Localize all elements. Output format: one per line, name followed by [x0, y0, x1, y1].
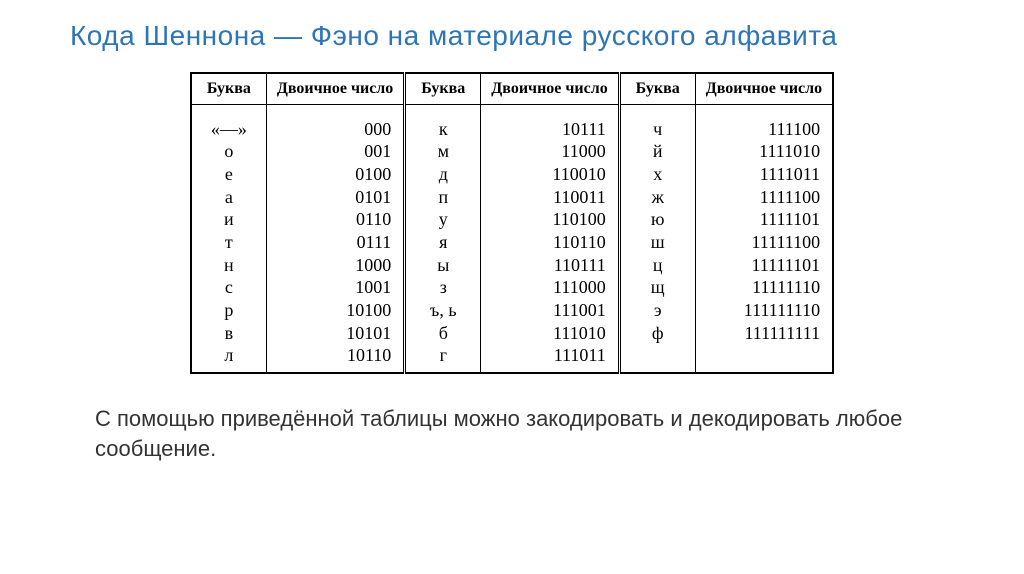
code-cell: 1111010: [695, 140, 833, 163]
code-cell: 000: [266, 104, 404, 140]
code-cell: 110010: [481, 163, 619, 186]
code-cell: 111010: [481, 322, 619, 345]
table-body: «—»000к10111ч111100о001м11000й1111010е01…: [191, 104, 833, 373]
code-cell: 111111110: [695, 299, 833, 322]
letter-cell: з: [405, 276, 481, 299]
letter-cell: р: [191, 299, 267, 322]
code-cell: 11111100: [695, 231, 833, 254]
letter-cell: д: [405, 163, 481, 186]
table-header-row: Буква Двоичное число Буква Двоичное числ…: [191, 73, 833, 104]
table-row: о001м11000й1111010: [191, 140, 833, 163]
code-cell: 11111110: [695, 276, 833, 299]
code-cell: 0110: [266, 208, 404, 231]
code-cell: 10100: [266, 299, 404, 322]
letter-cell: у: [405, 208, 481, 231]
letter-cell: ю: [619, 208, 695, 231]
col-letter-2: Буква: [405, 73, 481, 104]
letter-cell: «—»: [191, 104, 267, 140]
letter-cell: б: [405, 322, 481, 345]
letter-cell: ц: [619, 254, 695, 277]
letter-cell: ш: [619, 231, 695, 254]
letter-cell: ч: [619, 104, 695, 140]
code-cell: 1000: [266, 254, 404, 277]
table-row: «—»000к10111ч111100: [191, 104, 833, 140]
letter-cell: [619, 344, 695, 373]
code-cell: 111111111: [695, 322, 833, 345]
col-code-1: Двоичное число: [266, 73, 404, 104]
caption-text: С помощью приведённой таблицы можно зако…: [0, 389, 1024, 463]
code-cell: 0111: [266, 231, 404, 254]
code-cell: 001: [266, 140, 404, 163]
code-cell: 0101: [266, 186, 404, 209]
code-cell: 1001: [266, 276, 404, 299]
code-cell: 110111: [481, 254, 619, 277]
col-code-2: Двоичное число: [481, 73, 619, 104]
code-cell: 10111: [481, 104, 619, 140]
code-cell: 11111101: [695, 254, 833, 277]
col-letter-1: Буква: [191, 73, 267, 104]
table-row: а0101п110011ж1111100: [191, 186, 833, 209]
letter-cell: ы: [405, 254, 481, 277]
letter-cell: э: [619, 299, 695, 322]
letter-cell: я: [405, 231, 481, 254]
code-cell: 111011: [481, 344, 619, 373]
table-row: л10110г111011: [191, 344, 833, 373]
code-cell: 10110: [266, 344, 404, 373]
code-cell: 1111100: [695, 186, 833, 209]
table-row: с1001з111000щ11111110: [191, 276, 833, 299]
letter-cell: м: [405, 140, 481, 163]
table-row: и0110у110100ю1111101: [191, 208, 833, 231]
letter-cell: х: [619, 163, 695, 186]
letter-cell: т: [191, 231, 267, 254]
code-cell: 111100: [695, 104, 833, 140]
letter-cell: л: [191, 344, 267, 373]
letter-cell: к: [405, 104, 481, 140]
code-cell: 1111011: [695, 163, 833, 186]
table-row: т0111я110110ш11111100: [191, 231, 833, 254]
code-cell: 1111101: [695, 208, 833, 231]
letter-cell: а: [191, 186, 267, 209]
table-row: н1000ы110111ц11111101: [191, 254, 833, 277]
table-row: в10101б111010ф111111111: [191, 322, 833, 345]
shannon-fano-table: Буква Двоичное число Буква Двоичное числ…: [190, 72, 834, 374]
letter-cell: й: [619, 140, 695, 163]
code-cell: 111000: [481, 276, 619, 299]
table-row: е0100д110010х1111011: [191, 163, 833, 186]
letter-cell: ж: [619, 186, 695, 209]
letter-cell: п: [405, 186, 481, 209]
code-cell: [695, 344, 833, 373]
letter-cell: щ: [619, 276, 695, 299]
code-cell: 110100: [481, 208, 619, 231]
letter-cell: в: [191, 322, 267, 345]
letter-cell: и: [191, 208, 267, 231]
col-letter-3: Буква: [619, 73, 695, 104]
code-cell: 110110: [481, 231, 619, 254]
code-table-wrap: Буква Двоичное число Буква Двоичное числ…: [0, 62, 1024, 389]
code-cell: 110011: [481, 186, 619, 209]
letter-cell: о: [191, 140, 267, 163]
code-cell: 0100: [266, 163, 404, 186]
code-cell: 11000: [481, 140, 619, 163]
col-code-3: Двоичное число: [695, 73, 833, 104]
letter-cell: ъ, ь: [405, 299, 481, 322]
letter-cell: г: [405, 344, 481, 373]
letter-cell: ф: [619, 322, 695, 345]
code-cell: 10101: [266, 322, 404, 345]
code-cell: 111001: [481, 299, 619, 322]
letter-cell: е: [191, 163, 267, 186]
letter-cell: н: [191, 254, 267, 277]
table-row: р10100ъ, ь111001э111111110: [191, 299, 833, 322]
letter-cell: с: [191, 276, 267, 299]
page-title: Кода Шеннона — Фэно на материале русског…: [0, 0, 1024, 62]
